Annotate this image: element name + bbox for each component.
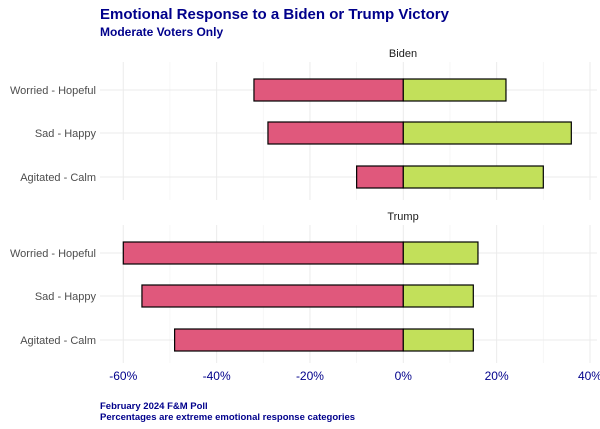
bar-positive [402,78,507,102]
category-label: Agitated - Calm [20,335,96,347]
bar-negative [253,78,404,102]
category-label: Worried - Hopeful [10,248,96,260]
chart-subtitle: Moderate Voters Only [100,25,223,39]
bar-positive [402,121,572,145]
category-label: Sad - Happy [35,291,97,303]
bar-negative [141,284,404,308]
panel-trump: Trump Worried - Hopeful Sad - Happy Agitate… [10,211,597,363]
panel-biden: Biden Worried - Hopeful Sad - Happy Agitate… [10,48,597,200]
caption-line-1: February 2024 F&M Poll [100,401,208,412]
x-tick-label: -20% [296,369,324,383]
panel-strip-label: Trump [387,211,418,223]
category-label: Worried - Hopeful [10,85,96,97]
bar-negative [267,121,404,145]
bar-positive [402,241,479,265]
x-tick-label: -60% [109,369,137,383]
bar-positive [402,328,474,352]
x-tick-label: 40% [578,369,600,383]
x-tick-label: 20% [485,369,509,383]
bar-negative [356,165,404,189]
x-tick-label: -40% [203,369,231,383]
category-label: Sad - Happy [35,128,97,140]
bar-negative [174,328,404,352]
bar-positive [402,165,544,189]
bar-positive [402,284,474,308]
panel-strip-label: Biden [389,48,417,60]
category-label: Agitated - Calm [20,172,96,184]
caption-line-2: Percentages are extreme emotional respon… [100,412,355,423]
chart-title: Emotional Response to a Biden or Trump V… [100,6,450,23]
bar-negative [122,241,404,265]
x-tick-label: 0% [395,369,413,383]
